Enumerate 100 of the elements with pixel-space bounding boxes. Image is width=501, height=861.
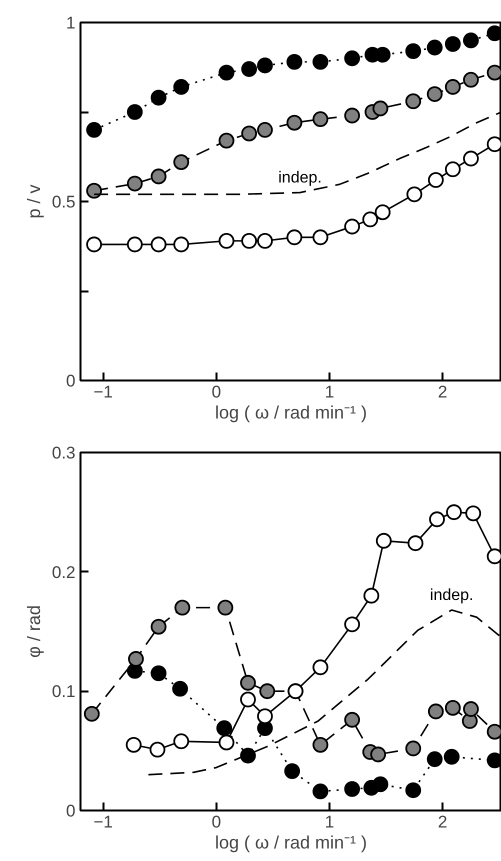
point <box>446 504 462 520</box>
point <box>344 108 360 124</box>
point <box>240 692 256 708</box>
point <box>218 132 234 149</box>
point <box>312 54 328 70</box>
point <box>150 90 166 106</box>
point <box>257 708 273 724</box>
y-tick-label: 0.2 <box>52 562 76 582</box>
point <box>344 712 360 728</box>
point <box>150 665 166 682</box>
point <box>344 781 360 797</box>
point <box>486 548 501 564</box>
y-tick-label: 0.3 <box>52 444 76 462</box>
point <box>259 683 276 700</box>
point <box>128 651 144 667</box>
point <box>286 54 302 70</box>
point <box>86 236 102 252</box>
point <box>86 182 102 199</box>
y-axis-title: p / v <box>24 184 44 219</box>
x-axis-title: log ( ω / rad min⁻¹ ) <box>214 832 368 852</box>
point <box>426 40 443 56</box>
point <box>241 61 258 77</box>
point <box>84 706 100 722</box>
point <box>257 232 273 249</box>
point <box>363 588 380 604</box>
point <box>150 168 166 184</box>
point <box>286 229 302 246</box>
point <box>240 748 256 764</box>
point <box>218 232 234 249</box>
point <box>344 50 360 66</box>
point <box>172 680 188 697</box>
point <box>362 212 378 228</box>
point <box>444 700 461 716</box>
point <box>463 150 479 166</box>
point <box>174 600 190 616</box>
point <box>312 111 328 128</box>
point <box>465 505 482 522</box>
point <box>463 701 479 717</box>
x-axis-title: log ( ω / rad min⁻¹ ) <box>214 402 368 422</box>
point <box>426 751 443 768</box>
point <box>257 122 273 138</box>
point <box>372 100 388 116</box>
x-tick-label: 1 <box>324 382 334 402</box>
point <box>444 36 461 52</box>
point <box>429 511 445 528</box>
point <box>86 122 102 138</box>
point <box>126 104 143 120</box>
point <box>405 93 422 110</box>
x-tick-label: 0 <box>212 812 222 832</box>
point <box>408 535 424 552</box>
point <box>173 733 190 750</box>
point <box>216 720 232 736</box>
point <box>372 776 388 792</box>
point <box>444 161 461 178</box>
point <box>405 740 422 756</box>
point <box>444 748 460 765</box>
point <box>344 218 360 234</box>
x-tick-label: 2 <box>438 382 448 402</box>
point <box>312 229 328 246</box>
point <box>344 616 360 632</box>
point <box>241 126 258 142</box>
point <box>173 154 190 170</box>
point <box>312 659 328 676</box>
series-label: indep. <box>430 587 474 604</box>
series-label: indep. <box>278 170 322 187</box>
point <box>150 236 166 252</box>
point <box>370 746 386 762</box>
y-tick-label: 0.1 <box>52 682 76 702</box>
x-tick-label: −1 <box>93 382 113 402</box>
point <box>286 114 302 131</box>
point <box>126 236 143 252</box>
point <box>150 742 166 758</box>
point <box>217 600 234 616</box>
point <box>218 734 234 750</box>
point <box>312 784 328 800</box>
point <box>486 64 501 81</box>
x-tick-label: −1 <box>93 812 113 832</box>
point <box>406 186 422 202</box>
point <box>376 532 392 549</box>
y-tick-label: 1 <box>66 14 76 32</box>
x-tick-label: 0 <box>212 382 222 402</box>
point <box>173 236 190 252</box>
point <box>257 58 273 74</box>
point <box>428 704 444 720</box>
y-axis-title: φ / rad <box>24 605 44 658</box>
point <box>126 176 143 192</box>
point <box>463 72 479 88</box>
y-tick-label: 0.5 <box>52 192 76 212</box>
point <box>241 232 258 249</box>
point <box>284 763 300 780</box>
x-tick-label: 2 <box>438 812 448 832</box>
point <box>240 674 256 691</box>
point <box>405 43 422 60</box>
point <box>218 64 234 81</box>
point <box>374 204 391 220</box>
x-tick-label: 1 <box>324 812 334 832</box>
point <box>444 79 461 95</box>
point <box>405 782 422 798</box>
point <box>312 736 328 753</box>
point <box>126 736 142 753</box>
